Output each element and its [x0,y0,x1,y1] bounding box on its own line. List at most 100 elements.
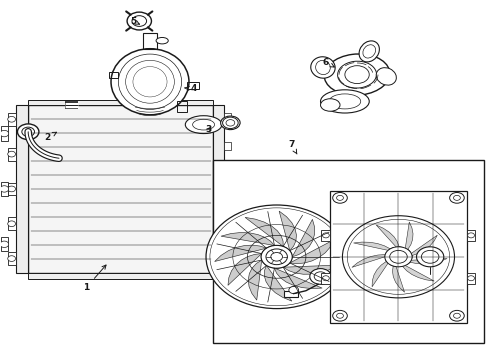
Bar [284,291,297,297]
Bar [8,113,16,126]
Circle shape [454,313,460,318]
Polygon shape [354,242,394,250]
Ellipse shape [133,67,167,97]
Circle shape [0,186,9,192]
Bar [1,126,8,141]
Bar [177,102,187,112]
Bar [224,256,231,265]
Bar [1,182,8,196]
Bar [28,273,213,279]
Polygon shape [411,235,437,258]
Circle shape [343,216,455,298]
Text: 2: 2 [45,132,56,141]
Bar [8,183,16,195]
Circle shape [127,12,151,30]
Circle shape [0,241,9,248]
Circle shape [8,221,16,226]
Ellipse shape [329,94,361,109]
Polygon shape [285,239,334,267]
Polygon shape [248,255,262,300]
Circle shape [132,16,147,26]
Bar [321,273,330,284]
Ellipse shape [125,60,174,103]
Circle shape [226,120,235,126]
Ellipse shape [320,90,369,113]
Circle shape [314,272,327,281]
Text: 4: 4 [185,84,197,93]
Ellipse shape [311,57,335,78]
Bar [213,105,224,273]
Ellipse shape [359,41,379,62]
Circle shape [271,252,283,261]
Circle shape [467,233,474,238]
Bar [466,230,475,241]
Polygon shape [276,265,338,274]
Circle shape [266,249,288,265]
Circle shape [337,313,343,318]
Bar [8,217,16,230]
Bar [28,105,213,273]
Polygon shape [352,252,387,267]
Bar [224,142,231,150]
Bar [187,82,199,89]
Text: 7: 7 [288,140,297,154]
Polygon shape [262,261,292,301]
Circle shape [333,193,347,203]
Bar [330,191,466,323]
Polygon shape [405,222,413,252]
Circle shape [289,287,298,294]
Bar [466,273,475,284]
Polygon shape [376,225,403,247]
Circle shape [18,124,39,140]
Ellipse shape [118,54,182,109]
Bar [8,148,16,161]
Bar [224,228,231,236]
Circle shape [322,276,329,281]
Circle shape [8,116,16,122]
Circle shape [222,117,238,129]
Ellipse shape [363,45,376,58]
Bar [224,113,231,122]
Polygon shape [390,265,405,292]
Circle shape [450,310,464,321]
Bar [8,252,16,265]
Ellipse shape [324,54,390,95]
Polygon shape [268,266,322,289]
Bar [224,199,231,207]
Polygon shape [215,245,273,261]
Circle shape [322,233,329,238]
Circle shape [467,276,474,281]
Ellipse shape [193,119,215,130]
Ellipse shape [220,116,240,130]
Text: 1: 1 [83,265,106,292]
Bar [143,33,157,49]
Bar [28,100,213,105]
Polygon shape [279,211,296,256]
Text: 5: 5 [130,17,139,26]
Circle shape [390,250,407,263]
Circle shape [333,310,347,321]
Circle shape [8,186,16,192]
Ellipse shape [185,116,222,134]
Circle shape [454,195,460,201]
Polygon shape [228,249,265,285]
Circle shape [337,195,343,201]
Circle shape [0,130,9,137]
Circle shape [8,151,16,157]
Text: 3: 3 [205,126,212,135]
Polygon shape [372,258,388,287]
Circle shape [8,256,16,261]
Ellipse shape [338,61,376,88]
Bar [224,170,231,179]
Polygon shape [398,265,434,281]
Text: 6: 6 [322,58,334,67]
Bar [109,72,118,78]
Bar [213,160,484,342]
Ellipse shape [320,99,340,111]
Bar [16,105,28,273]
Circle shape [261,246,292,268]
Polygon shape [245,217,289,250]
Circle shape [421,250,439,263]
Polygon shape [407,258,447,265]
Ellipse shape [111,49,189,115]
